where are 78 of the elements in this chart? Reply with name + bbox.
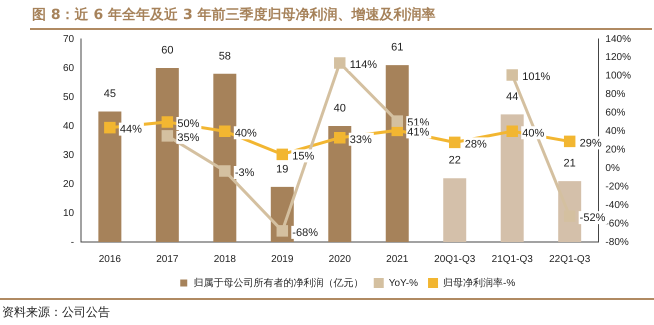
- data-label: 41%: [407, 126, 430, 138]
- data-label: 101%: [522, 71, 551, 84]
- point: [392, 115, 403, 127]
- data-label: 40: [334, 102, 346, 115]
- x-tick-label: 20Q1-Q3: [434, 254, 476, 265]
- x-tick-label: 2018: [214, 254, 236, 265]
- point: [334, 132, 346, 144]
- text: 资料来源：公司公告: [0, 298, 654, 325]
- bar: [98, 112, 122, 242]
- point: [104, 122, 116, 134]
- y2-tick-label: 40%: [605, 126, 626, 138]
- x-tick-label: 2019: [271, 254, 294, 265]
- data-label: -52%: [580, 212, 606, 224]
- point: [448, 136, 460, 148]
- data-label: 40%: [234, 127, 258, 140]
- point: [564, 136, 576, 148]
- data-label: 58: [218, 50, 231, 62]
- legend-label: YoY-%: [388, 278, 418, 289]
- legend-label: 归母净利润率-%: [443, 276, 516, 289]
- y-tick-label: 70: [63, 34, 75, 45]
- bar: [386, 65, 409, 242]
- bar: [328, 126, 352, 242]
- y-tick-label: 10: [63, 208, 75, 219]
- y2-tick-label: 0%: [605, 162, 620, 174]
- data-label: -68%: [292, 226, 318, 239]
- y2-tick-label: 120%: [605, 52, 632, 64]
- x-tick-label: 21Q1-Q3: [492, 254, 534, 265]
- data-label: 44: [506, 90, 518, 103]
- y-tick-label: 50: [63, 92, 75, 103]
- data-label: 21: [564, 158, 576, 170]
- point: [219, 165, 231, 177]
- legend-label: 归属于母公司所有者的净利润（亿元）: [194, 276, 364, 289]
- point: [276, 148, 288, 160]
- point: [162, 116, 174, 128]
- point: [506, 126, 518, 138]
- y2-tick-label: 140%: [605, 34, 632, 45]
- data-label: 29%: [580, 137, 602, 150]
- data-label: 60: [161, 44, 174, 57]
- y2-tick-label: -80%: [605, 236, 629, 248]
- y2-tick-label: -20%: [605, 181, 629, 192]
- y2-tick-label: 20%: [605, 144, 626, 156]
- point: [219, 126, 231, 138]
- point: [334, 57, 346, 69]
- y-tick-label: 30: [63, 150, 75, 161]
- data-label: 45: [104, 88, 116, 100]
- y-tick-label: 20: [63, 178, 75, 190]
- y-tick-label: -: [70, 236, 74, 248]
- x-tick-label: 2021: [386, 254, 409, 265]
- data-label: 19: [276, 163, 288, 176]
- chart-title: 图 8：近 6 年全年及近 3 年前三季度归母净利润、增速及利润率: [30, 0, 652, 30]
- x-tick-label: 2017: [156, 254, 179, 265]
- data-label: 61: [391, 42, 404, 54]
- data-label: 15%: [292, 150, 315, 162]
- y2-tick-label: -60%: [605, 218, 629, 230]
- data-label: 40%: [522, 127, 544, 140]
- x-tick-label: 2020: [328, 254, 352, 265]
- y2-tick-label: 60%: [605, 108, 626, 119]
- data-label: 28%: [464, 138, 487, 150]
- x-tick-label: 22Q1-Q3: [549, 254, 591, 265]
- bar: [500, 114, 524, 242]
- data-label: -3%: [234, 166, 255, 179]
- data-label: 22: [448, 154, 461, 167]
- point: [162, 130, 174, 142]
- y-tick-label: 60: [63, 62, 75, 74]
- y-tick-label: 40: [63, 120, 75, 132]
- data-label: 44%: [120, 124, 142, 136]
- point: [276, 225, 288, 237]
- data-label: 50%: [177, 118, 200, 130]
- data-label: 33%: [350, 134, 372, 146]
- x-tick-label: 2016: [98, 254, 122, 265]
- bar: [213, 74, 236, 242]
- point: [506, 69, 518, 81]
- y2-tick-label: 80%: [605, 89, 626, 100]
- y2-tick-label: 100%: [605, 70, 632, 82]
- y2-tick-label: -40%: [605, 200, 629, 211]
- data-label: 35%: [177, 132, 200, 144]
- data-label: 114%: [350, 59, 378, 72]
- bar: [443, 178, 466, 242]
